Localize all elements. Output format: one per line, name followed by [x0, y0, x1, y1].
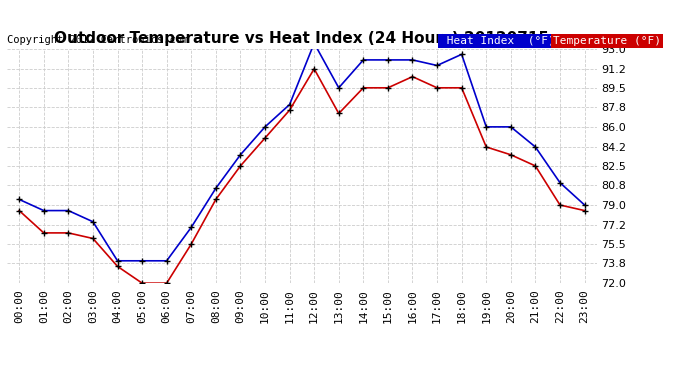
Title: Outdoor Temperature vs Heat Index (24 Hours) 20120715: Outdoor Temperature vs Heat Index (24 Ho…	[55, 31, 549, 46]
Text: Heat Index  (°F): Heat Index (°F)	[440, 36, 562, 46]
Text: Copyright 2012 Cartronics.com: Copyright 2012 Cartronics.com	[7, 35, 188, 45]
Text: Temperature (°F): Temperature (°F)	[553, 36, 662, 46]
